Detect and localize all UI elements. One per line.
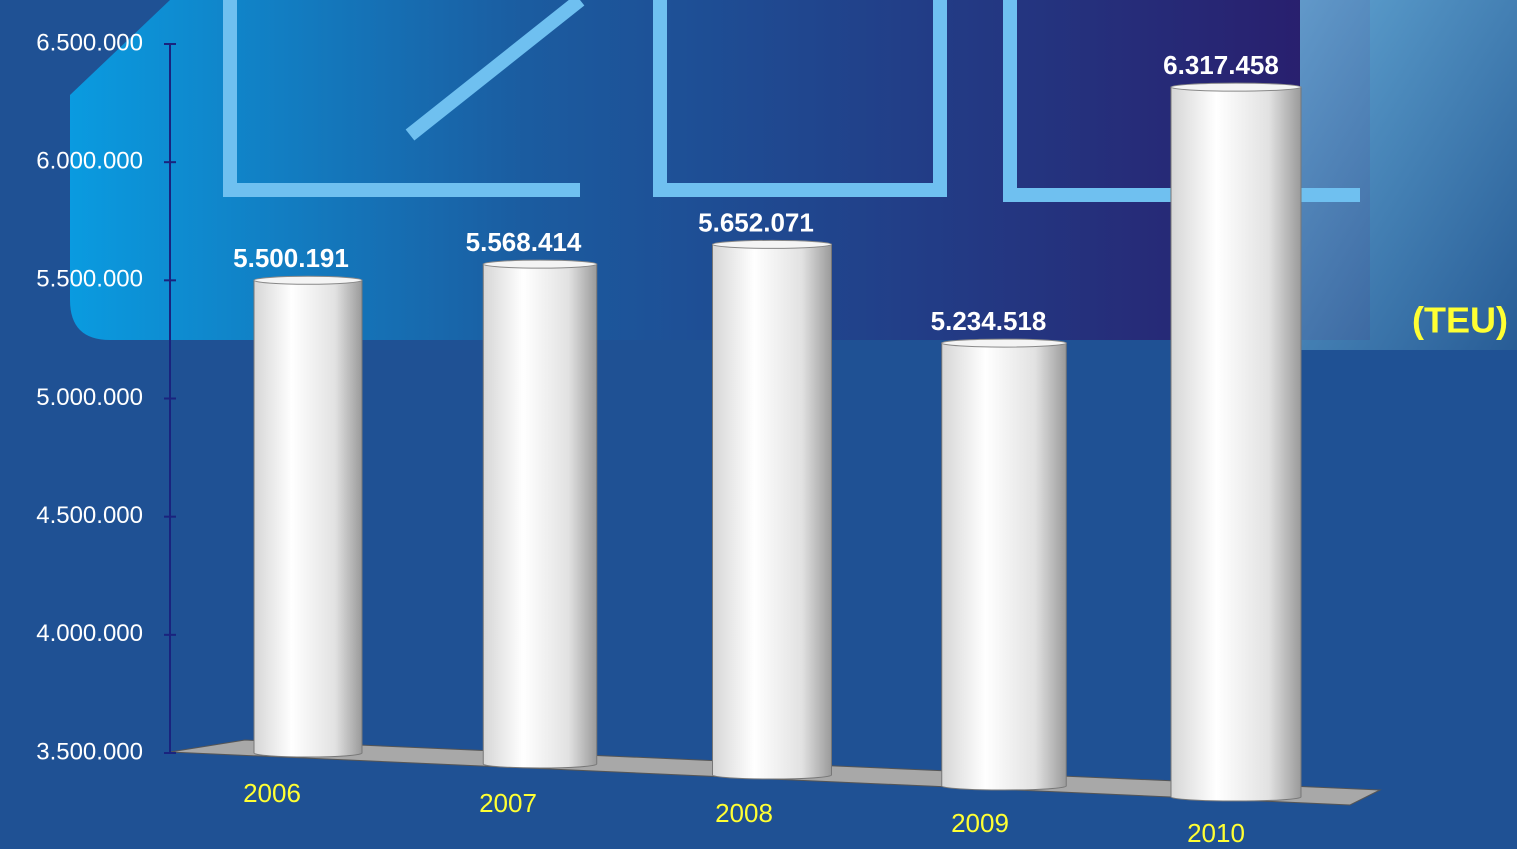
x-tick-label: 2007 [479, 788, 537, 818]
y-tick-label: 3.500.000 [36, 738, 143, 765]
bar-top [1170, 82, 1302, 92]
y-tick-label: 4.000.000 [36, 620, 143, 647]
bar [941, 342, 1067, 791]
bar [1170, 86, 1302, 802]
x-tick-label: 2009 [951, 808, 1009, 838]
y-tick-label: 6.000.000 [36, 148, 143, 175]
bar [253, 279, 363, 758]
unit-label: (TEU) [1412, 300, 1508, 341]
x-tick-label: 2008 [715, 798, 773, 828]
bar-top [253, 275, 363, 285]
value-label: 5.500.191 [233, 243, 349, 273]
value-label: 6.317.458 [1163, 50, 1279, 80]
y-tick-label: 4.500.000 [36, 502, 143, 529]
value-label: 5.568.414 [466, 227, 582, 257]
bar-top [482, 259, 598, 269]
bar-top [941, 338, 1067, 348]
value-label: 5.234.518 [931, 306, 1047, 336]
bar [482, 263, 598, 769]
background-decor [70, 0, 1517, 806]
x-tick-label: 2006 [243, 778, 301, 808]
y-tick-label: 6.500.000 [36, 29, 143, 56]
value-label: 5.652.071 [698, 207, 814, 237]
y-tick-label: 5.500.000 [36, 266, 143, 293]
y-tick-label: 5.000.000 [36, 384, 143, 411]
x-tick-label: 2010 [1187, 818, 1245, 848]
bar [712, 243, 832, 780]
bar-top [712, 239, 832, 249]
